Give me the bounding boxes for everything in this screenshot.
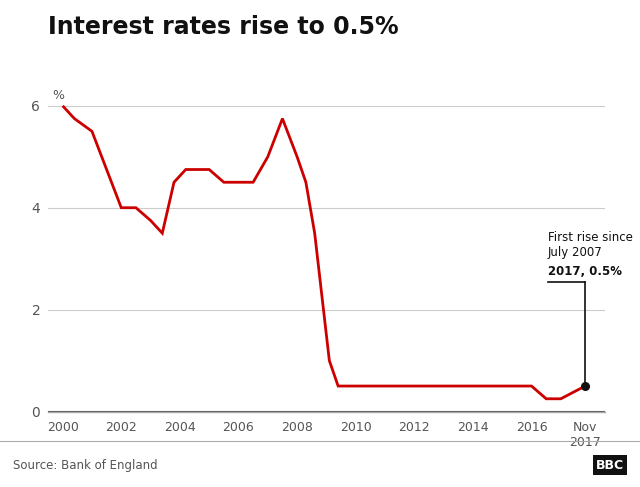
Text: Source: Bank of England: Source: Bank of England bbox=[13, 459, 157, 471]
Text: Interest rates rise to 0.5%: Interest rates rise to 0.5% bbox=[48, 15, 399, 38]
Text: BBC: BBC bbox=[596, 459, 624, 471]
Text: 2017, 0.5%: 2017, 0.5% bbox=[548, 265, 621, 278]
Text: First rise since
July 2007: First rise since July 2007 bbox=[548, 231, 632, 259]
Text: %: % bbox=[52, 89, 65, 102]
